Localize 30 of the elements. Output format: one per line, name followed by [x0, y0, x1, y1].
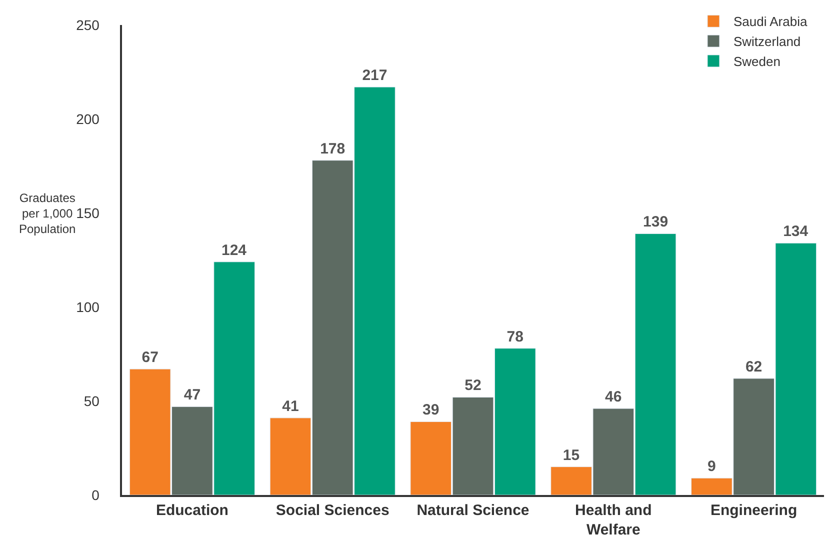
- legend-label: Saudi Arabia: [733, 14, 808, 30]
- y-tick-label: 200: [76, 110, 100, 127]
- data-label: 178: [320, 140, 346, 158]
- x-tick-label: Health and Welfare: [575, 502, 652, 538]
- data-label: 41: [282, 398, 299, 415]
- legend-label: Switzerland: [733, 34, 801, 50]
- y-tick-label: 0: [92, 486, 100, 503]
- data-label: 39: [422, 402, 440, 419]
- y-tick-label: 100: [76, 298, 100, 315]
- data-label: 9: [708, 458, 716, 476]
- y-axis-title: Graduates per 1,000 Population: [19, 191, 76, 236]
- data-label: 15: [562, 446, 580, 464]
- y-tick-label: 150: [76, 204, 100, 221]
- data-label: 52: [464, 377, 482, 394]
- data-label: 139: [643, 214, 668, 231]
- x-tick-label: Engineering: [710, 502, 798, 519]
- data-label: 78: [506, 328, 524, 346]
- x-tick-label: Natural Science: [416, 502, 530, 519]
- data-label: 46: [605, 388, 622, 406]
- data-label: 62: [745, 358, 762, 376]
- data-label: 67: [142, 349, 158, 366]
- data-label: 134: [783, 223, 809, 240]
- y-tick-label: 50: [84, 392, 100, 409]
- data-label: 217: [362, 67, 388, 84]
- legend-label: Sweden: [733, 54, 780, 70]
- data-label: 47: [184, 386, 201, 404]
- y-tick-label: 250: [76, 16, 100, 33]
- x-tick-label: Social Sciences: [276, 502, 390, 519]
- data-label: 124: [221, 242, 248, 259]
- x-tick-label: Education: [156, 502, 228, 519]
